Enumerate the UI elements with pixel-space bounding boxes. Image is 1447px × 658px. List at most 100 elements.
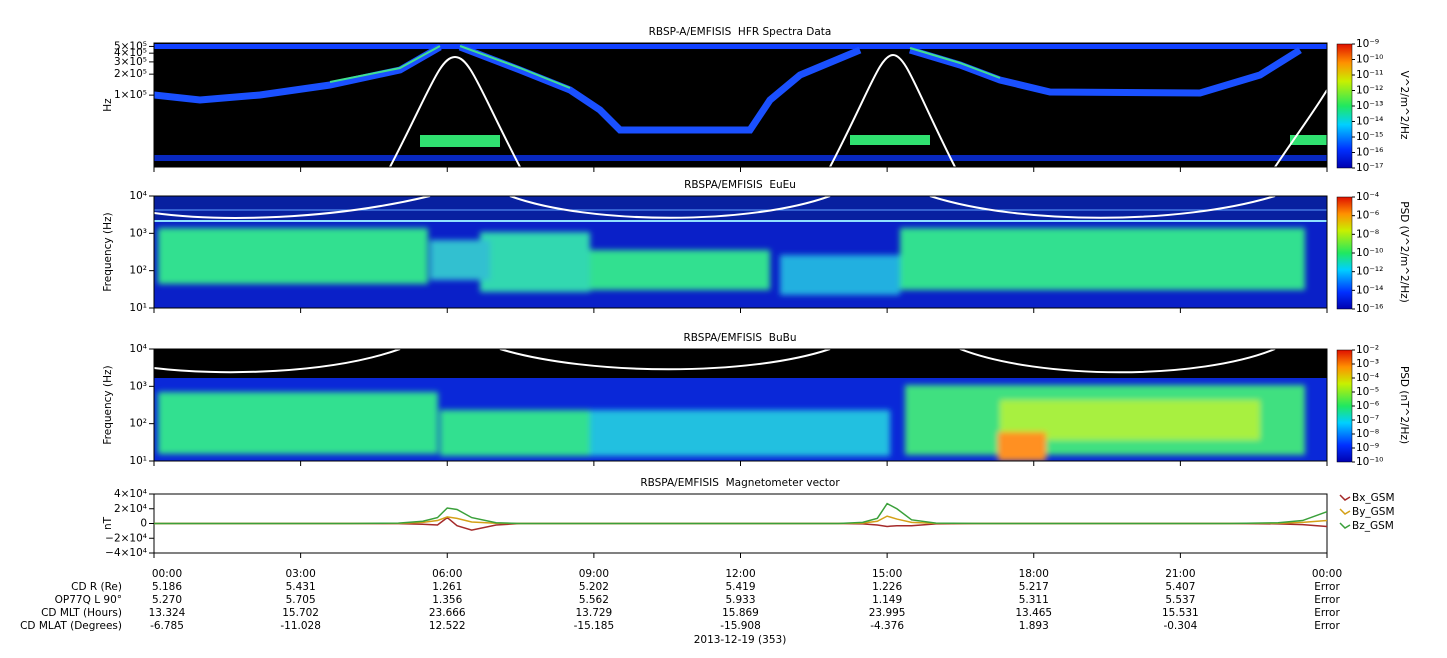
ephemeris-label: CD MLAT (Degrees) xyxy=(20,620,122,632)
ephemeris-value: 1.149 xyxy=(872,594,902,606)
ephemeris-value: 5.202 xyxy=(579,581,609,593)
colorbar-tick-label: 10⁻¹¹ xyxy=(1356,69,1383,81)
ephemeris-value: 5.270 xyxy=(152,594,182,606)
ephemeris-value: 5.186 xyxy=(152,581,182,593)
colorbar-tick-label: 10⁻² xyxy=(1356,344,1379,356)
ephemeris-value: 5.217 xyxy=(1019,581,1049,593)
ephemeris-value: -6.785 xyxy=(150,620,184,632)
y-tick-label: 10² xyxy=(129,418,147,430)
ephemeris-value: -15.908 xyxy=(720,620,761,632)
ephemeris-value: 5.431 xyxy=(286,581,316,593)
ephemeris-value: 15.702 xyxy=(282,607,319,619)
panel-title: RBSP-A/EMFISIS HFR Spectra Data xyxy=(649,26,832,38)
colorbar-tick-label: 10⁻¹⁰ xyxy=(1356,54,1383,66)
colorbar-tick-label: 10⁻⁹ xyxy=(1356,38,1379,50)
data-line xyxy=(154,502,1328,525)
colorbar-label: V^2/m^2/Hz xyxy=(1398,71,1410,140)
x-tick-label: 21:00 xyxy=(1165,568,1195,580)
y-tick-label: 10¹ xyxy=(129,302,147,314)
y-tick-label: 10² xyxy=(129,265,147,277)
colorbar-tick-label: 10⁻⁴ xyxy=(1356,191,1379,203)
ephemeris-value: 5.933 xyxy=(725,594,755,606)
colorbar-tick-label: 10⁻¹² xyxy=(1356,266,1383,278)
y-tick-label: 2×10⁵ xyxy=(114,68,147,80)
y-tick-label: 10⁴ xyxy=(129,343,147,355)
ephemeris-value: 15.869 xyxy=(722,607,759,619)
ephemeris-value: 1.356 xyxy=(432,594,462,606)
y-tick-label: 10⁴ xyxy=(129,190,147,202)
colorbar-tick-label: 10⁻⁶ xyxy=(1356,400,1379,412)
colorbar xyxy=(1336,43,1353,169)
y-tick-label: 0 xyxy=(140,518,147,530)
legend-label: By_GSM xyxy=(1352,506,1395,518)
colorbar-tick-label: 10⁻¹⁶ xyxy=(1356,147,1383,159)
colorbar-label: PSD (nT^2/Hz) xyxy=(1398,366,1410,444)
spectrogram-image xyxy=(154,196,1327,308)
y-tick-label: 4×10⁵ xyxy=(114,47,147,59)
colorbar-tick-label: 10⁻¹⁷ xyxy=(1356,162,1383,174)
y-axis-label: Frequency (Hz) xyxy=(102,365,114,444)
data-line xyxy=(154,515,1328,525)
spectrogram-image xyxy=(154,43,1327,167)
colorbar-tick-label: 10⁻¹⁵ xyxy=(1356,131,1383,143)
y-axis-label: nT xyxy=(102,516,114,530)
spectrogram-image xyxy=(154,349,1327,461)
x-tick-label: 00:00 xyxy=(152,568,182,580)
ephemeris-value: -0.304 xyxy=(1163,620,1197,632)
ephemeris-value: 5.537 xyxy=(1165,594,1195,606)
panel-title: RBSPA/EMFISIS EuEu xyxy=(684,179,796,191)
legend-label: Bz_GSM xyxy=(1352,520,1394,532)
ephemeris-value: 23.666 xyxy=(429,607,466,619)
ephemeris-value: 5.705 xyxy=(286,594,316,606)
legend-swatch xyxy=(1339,508,1351,515)
y-tick-label: 5×10⁵ xyxy=(114,40,147,52)
x-tick-label: 00:00 xyxy=(1312,568,1342,580)
ephemeris-value: 15.531 xyxy=(1162,607,1199,619)
ephemeris-label: CD MLT (Hours) xyxy=(41,607,122,619)
panel-title: RBSPA/EMFISIS Magnetometer vector xyxy=(640,477,840,489)
colorbar-tick-label: 10⁻³ xyxy=(1356,358,1379,370)
y-tick-label: 3×10⁵ xyxy=(114,56,147,68)
ephemeris-value: -11.028 xyxy=(280,620,321,632)
legend-swatch xyxy=(1339,522,1351,529)
y-tick-label: −4×10⁴ xyxy=(105,547,147,559)
ephemeris-value: -15.185 xyxy=(574,620,615,632)
x-tick-label: 06:00 xyxy=(432,568,462,580)
y-tick-label: 1×10⁵ xyxy=(114,89,147,101)
y-tick-label: 10³ xyxy=(129,227,147,239)
colorbar xyxy=(1336,196,1353,310)
x-tick-label: 18:00 xyxy=(1019,568,1049,580)
colorbar-tick-label: 10⁻⁵ xyxy=(1356,386,1379,398)
colorbar-tick-label: 10⁻⁹ xyxy=(1356,442,1379,454)
legend-label: Bx_GSM xyxy=(1352,492,1395,504)
y-tick-label: 4×10⁴ xyxy=(114,488,147,500)
colorbar-tick-label: 10⁻¹⁰ xyxy=(1356,247,1383,259)
ephemeris-value: Error xyxy=(1314,607,1340,619)
colorbar-tick-label: 10⁻¹⁰ xyxy=(1356,456,1383,468)
ephemeris-value: 1.261 xyxy=(432,581,462,593)
colorbar-tick-label: 10⁻¹³ xyxy=(1356,100,1383,112)
y-axis-label: Hz xyxy=(102,98,114,112)
colorbar-tick-label: 10⁻⁶ xyxy=(1356,210,1379,222)
x-tick-label: 15:00 xyxy=(872,568,902,580)
y-tick-label: 2×10⁴ xyxy=(114,503,147,515)
colorbar-tick-label: 10⁻¹⁴ xyxy=(1356,284,1383,296)
ephemeris-value: 5.311 xyxy=(1019,594,1049,606)
ephemeris-value: 23.995 xyxy=(869,607,906,619)
y-tick-label: 10¹ xyxy=(129,455,147,467)
ephemeris-value: 13.324 xyxy=(149,607,186,619)
colorbar-tick-label: 10⁻⁸ xyxy=(1356,428,1379,440)
ephemeris-value: Error xyxy=(1314,594,1340,606)
ephemeris-label: CD R (Re) xyxy=(71,581,122,593)
ephemeris-value: -4.376 xyxy=(870,620,904,632)
ephemeris-value: 13.729 xyxy=(576,607,613,619)
colorbar-tick-label: 10⁻⁸ xyxy=(1356,228,1379,240)
x-tick-label: 03:00 xyxy=(285,568,315,580)
ephemeris-value: Error xyxy=(1314,620,1340,632)
y-axis-label: Frequency (Hz) xyxy=(102,212,114,291)
ephemeris-value: 13.465 xyxy=(1015,607,1052,619)
y-tick-label: 10³ xyxy=(129,380,147,392)
colorbar xyxy=(1336,349,1353,463)
ephemeris-value: Error xyxy=(1314,581,1340,593)
